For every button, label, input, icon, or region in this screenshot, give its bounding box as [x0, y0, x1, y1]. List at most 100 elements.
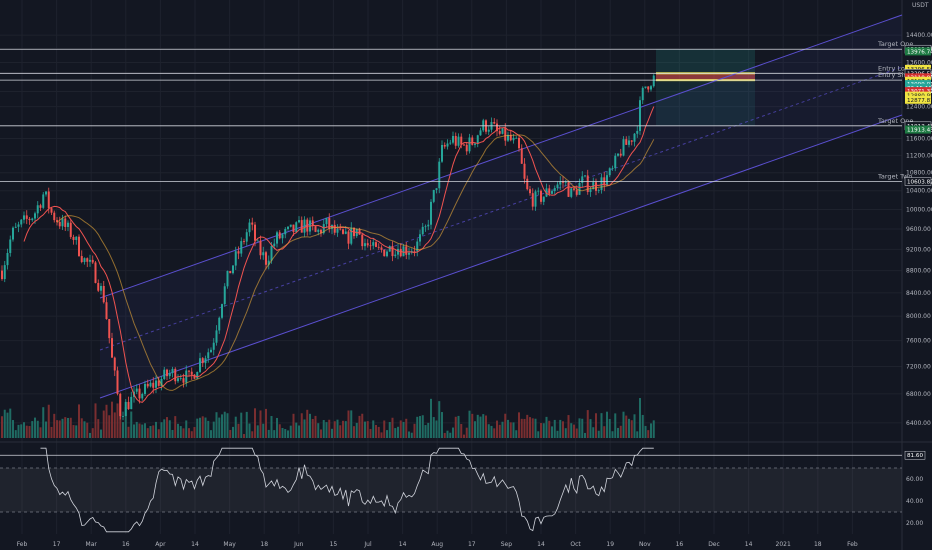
price-tick-label: 10000.00 [906, 206, 932, 213]
price-tick-label: 12400.00 [906, 104, 932, 111]
volume-bar [289, 425, 292, 438]
short-target-zone [656, 80, 755, 126]
volume-bar [344, 421, 347, 438]
volume-bar [537, 431, 540, 438]
candle-body [463, 144, 465, 146]
candle-body [501, 128, 504, 134]
candle-body [460, 136, 463, 145]
volume-bar [102, 410, 105, 438]
volume-bar [284, 429, 287, 438]
horizontal-level-label: Target Two [877, 172, 912, 180]
volume-bar [171, 429, 174, 438]
candle-body [94, 262, 97, 283]
rsi-band [0, 468, 902, 512]
volume-bar [97, 419, 100, 438]
volume-bar [251, 431, 254, 438]
candle-body [457, 136, 460, 146]
volume-bar [292, 413, 295, 438]
volume-bar [342, 420, 344, 438]
candle-body [443, 144, 446, 147]
price-tick-label: 10800.00 [906, 170, 932, 177]
time-axis: Feb 17 Mar 16 Apr 14 May 18 Jun 15 Jul 14 Aug 17 Sep 14… [17, 541, 858, 548]
volume-bar [498, 424, 501, 438]
rsi-value-text: 81.60 [907, 453, 923, 459]
volume-bar [6, 412, 9, 438]
candle-body [575, 189, 578, 195]
volume-bar [619, 425, 622, 438]
price-tick-label: 8800.00 [906, 268, 931, 275]
volume-bar [641, 414, 644, 438]
candle-body [193, 374, 196, 379]
volume-bar [564, 428, 567, 438]
volume-bar [322, 420, 325, 438]
volume-bar [589, 419, 592, 438]
candle-body [256, 240, 259, 242]
candle-body [75, 236, 78, 241]
candle-body [303, 219, 306, 233]
volume-bar [188, 428, 190, 438]
volume-bar [23, 422, 25, 438]
volume-bar [248, 423, 251, 438]
candle-body [232, 265, 234, 274]
volume-bar [644, 425, 647, 438]
volume-bar [487, 424, 490, 438]
volume-bar [581, 418, 584, 438]
volume-bar [507, 419, 509, 438]
volume-bar [163, 419, 166, 438]
volume-bar [86, 422, 89, 438]
volume-bar [3, 409, 6, 438]
rsi-tick-label: 60.00 [906, 476, 923, 483]
volume-bar [578, 418, 581, 438]
candle-body [509, 134, 512, 141]
volume-bar [584, 432, 586, 438]
volume-bar [391, 417, 394, 438]
time-tick-label: 17 [53, 541, 61, 548]
time-tick-label: 17 [468, 541, 476, 548]
time-tick-label: Jun [293, 541, 304, 548]
volume-bar [265, 408, 267, 438]
candle-body [102, 285, 105, 303]
candle-body [28, 218, 31, 221]
candle-body [342, 229, 344, 234]
volume-bar [127, 426, 130, 438]
volume-bar [347, 410, 350, 438]
volume-bar [267, 429, 270, 438]
candle-body [130, 396, 133, 410]
volume-bar [465, 427, 468, 438]
candle-body [234, 251, 237, 266]
volume-bar [551, 426, 553, 438]
candle-body [91, 259, 94, 263]
price-tag: 10603.82 [904, 177, 932, 186]
volume-bar [617, 427, 619, 438]
candle-body [190, 371, 193, 375]
price-tick-label: 11200.00 [906, 152, 932, 159]
candle-body [551, 191, 553, 194]
price-tag-box [905, 91, 931, 100]
volume-bar [622, 411, 625, 438]
candle-body [498, 131, 501, 134]
volume-bar [518, 412, 520, 438]
candle-body [630, 140, 633, 142]
volume-bar [386, 430, 388, 438]
candle-body [438, 161, 441, 189]
candle-body [619, 153, 622, 156]
candle-body [174, 368, 177, 382]
volume-bar [17, 424, 20, 438]
volume-bar [553, 419, 556, 438]
price-tag-box [905, 64, 931, 73]
volume-bar [100, 429, 102, 438]
candle-body [31, 218, 34, 221]
volume-bar [47, 404, 50, 438]
time-tick-label: Oct [570, 541, 581, 548]
candle-body [141, 393, 144, 399]
volume-bar [430, 398, 432, 438]
volume-bar [358, 415, 361, 438]
candle-body [449, 142, 452, 144]
price-tick-label: 10400.00 [906, 188, 932, 195]
candle-body [281, 234, 284, 239]
volume-bar [633, 414, 636, 438]
candle-body [20, 219, 23, 225]
candle-body [479, 130, 482, 136]
price-tag-box [904, 177, 932, 186]
